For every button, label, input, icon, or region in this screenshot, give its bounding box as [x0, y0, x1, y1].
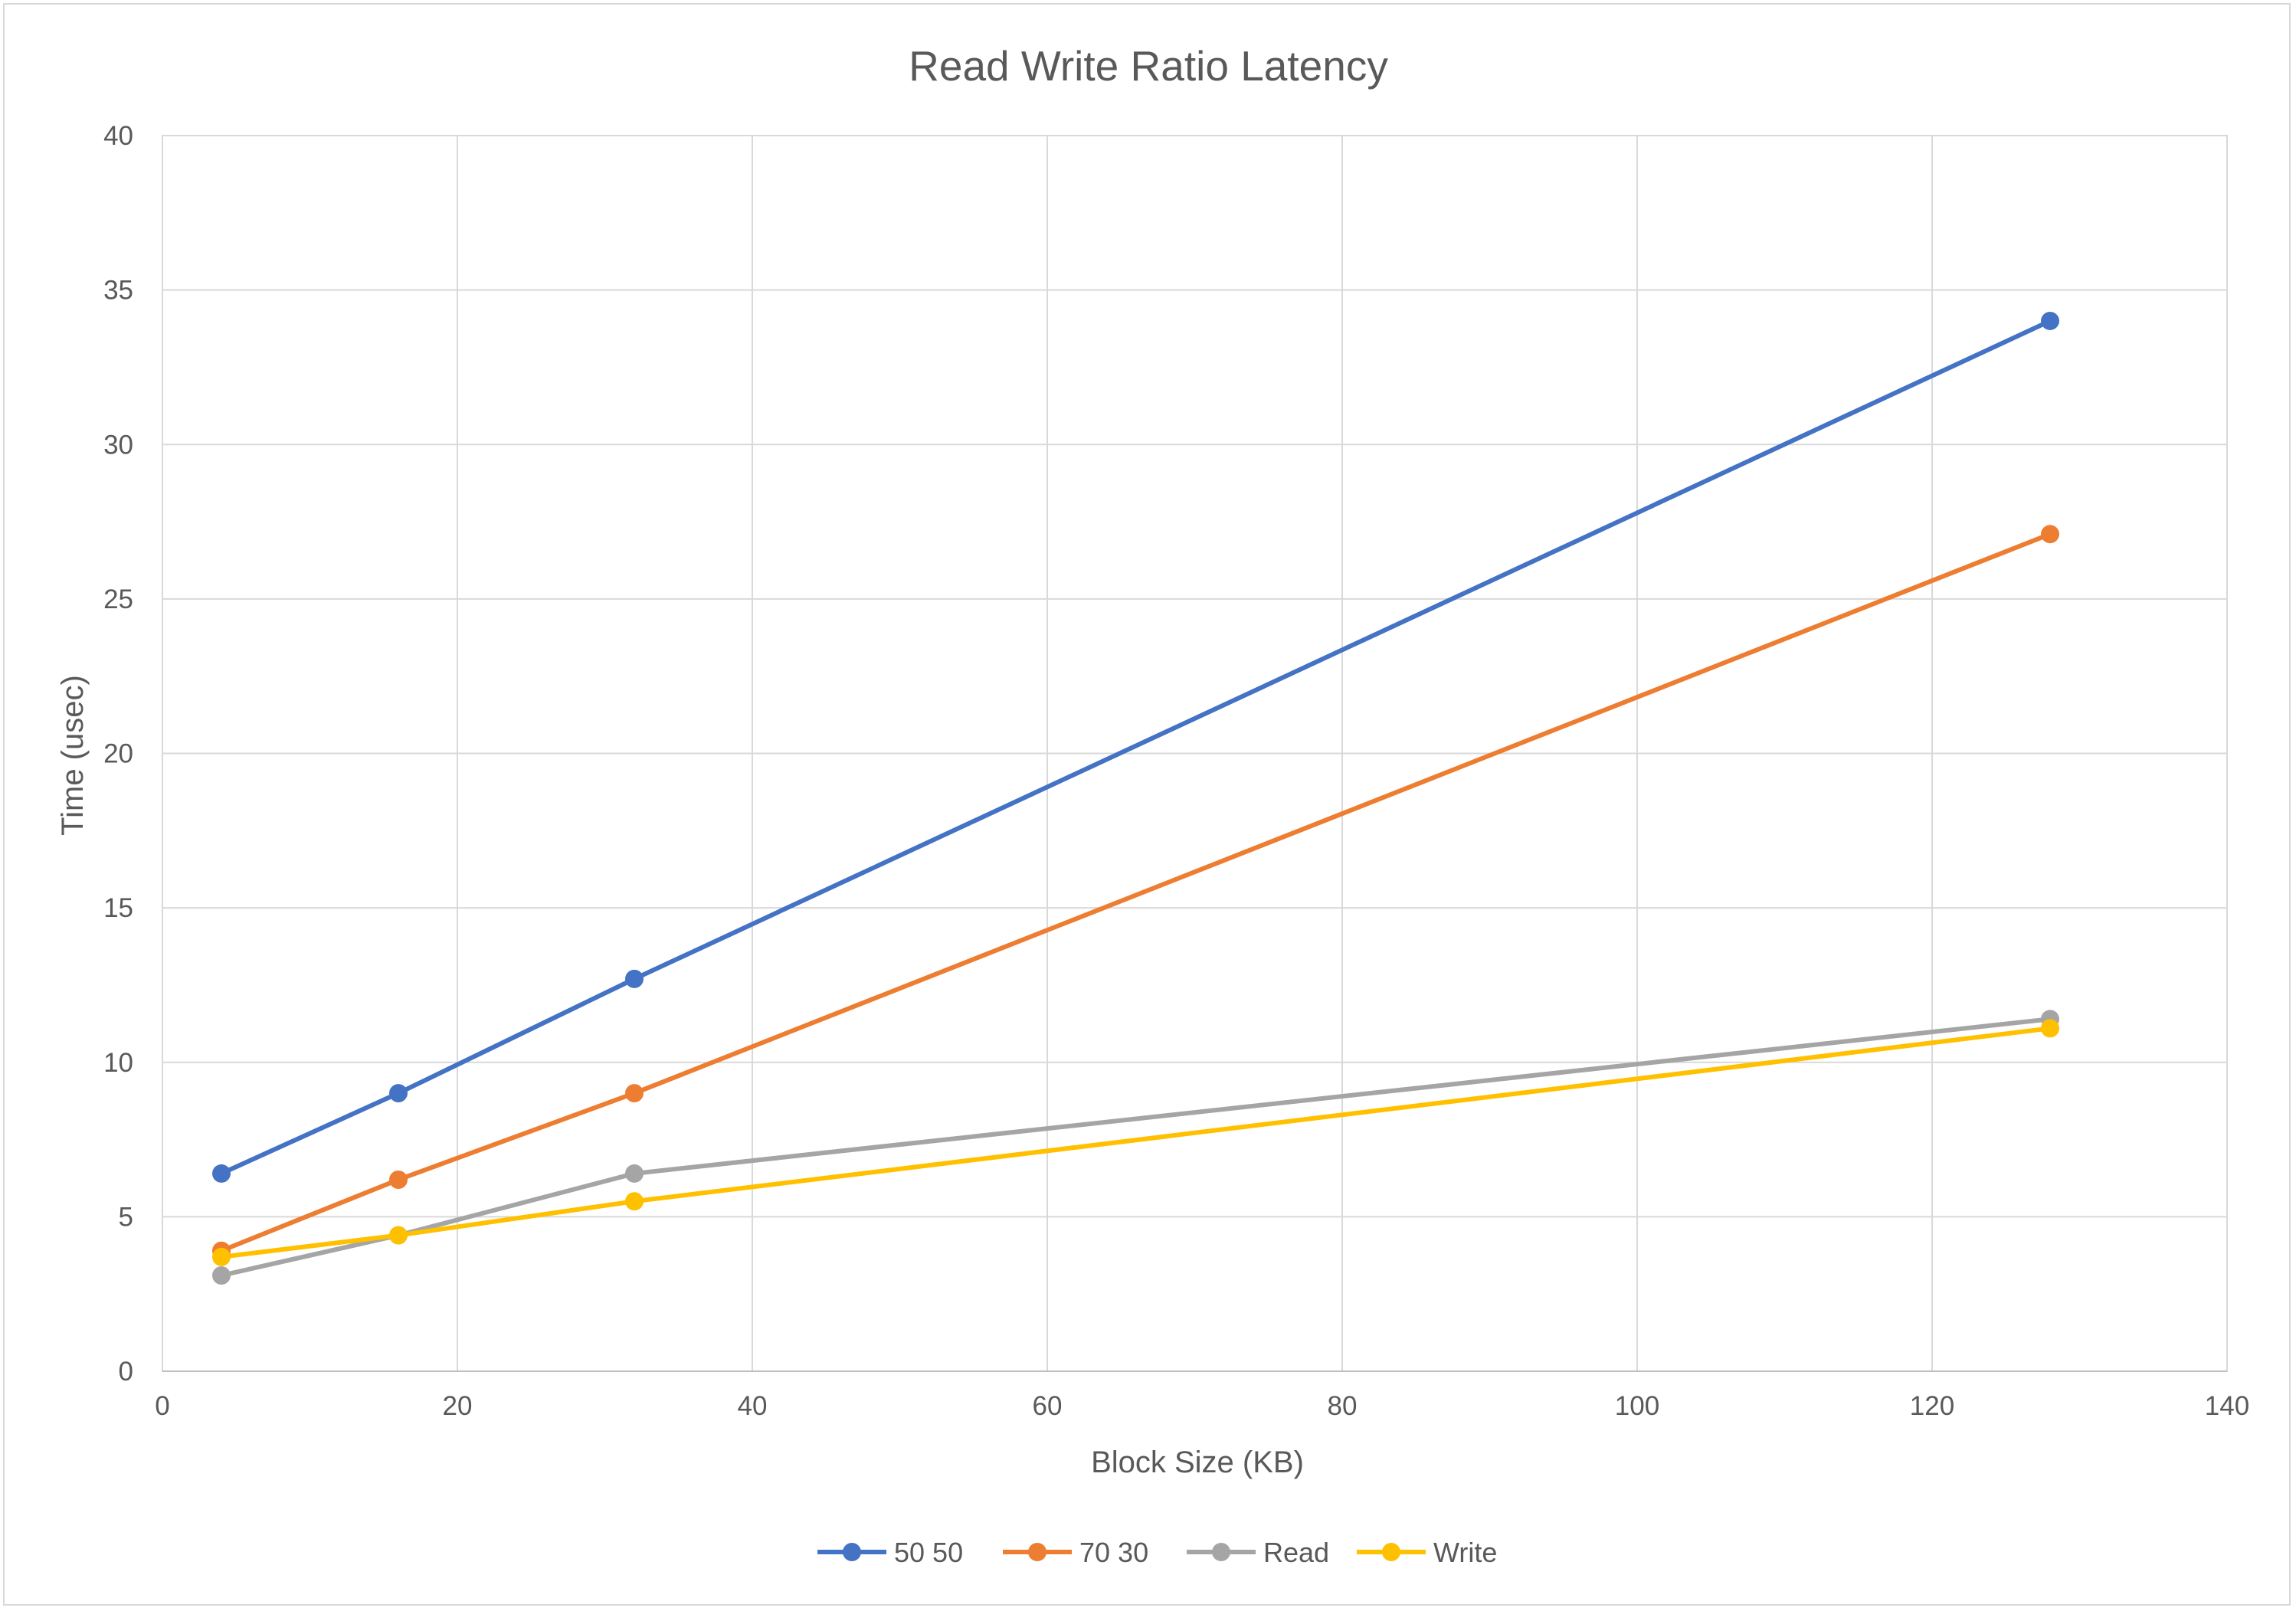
data-point-70-30	[625, 1084, 644, 1103]
series-50-50	[212, 311, 2059, 1183]
legend-swatch-marker	[1382, 1543, 1400, 1561]
y-tick-label: 0	[119, 1357, 133, 1387]
x-tick-label: 140	[2205, 1391, 2249, 1421]
data-point-read	[625, 1164, 644, 1183]
y-tick-label: 5	[119, 1202, 133, 1232]
data-point-50-50	[625, 969, 644, 988]
grid-layer	[162, 135, 2228, 1372]
series-line-read	[219, 1017, 2052, 1278]
data-point-write	[212, 1247, 231, 1266]
axis-layer: 0 5 10 15 20 25 30 35 40 0 20 40 60 80 100 120 140	[103, 121, 2249, 1421]
legend-label: 70 30	[1079, 1537, 1148, 1568]
x-tick-label: 60	[1033, 1391, 1063, 1421]
series-line-write	[219, 1026, 2052, 1259]
data-point-write	[389, 1226, 408, 1245]
data-point-50-50	[389, 1084, 408, 1103]
series-layer	[212, 311, 2059, 1285]
y-tick-label: 20	[103, 739, 133, 769]
legend-label: 50 50	[894, 1537, 963, 1568]
data-point-50-50	[2041, 311, 2059, 330]
legend-swatch-marker	[1212, 1543, 1230, 1561]
y-tick-label: 40	[103, 121, 133, 151]
x-tick-label: 20	[443, 1391, 473, 1421]
x-tick-label: 40	[738, 1391, 768, 1421]
data-point-50-50	[212, 1164, 231, 1183]
line-chart: Read Write Ratio Latency 0 5 10 15 20 25 30 35 4…	[56, 42, 2249, 1568]
x-tick-label: 80	[1328, 1391, 1358, 1421]
data-point-write	[2041, 1019, 2059, 1038]
y-tick-label: 15	[103, 893, 133, 923]
x-tick-label: 0	[155, 1391, 169, 1421]
y-tick-label: 35	[103, 276, 133, 306]
series-line-70-30	[219, 532, 2052, 1253]
series-write	[212, 1019, 2059, 1266]
legend-swatch-marker	[1028, 1543, 1046, 1561]
y-tick-label: 25	[103, 584, 133, 614]
legend-item-70-30: 70 30	[1003, 1537, 1148, 1568]
legend: 50 50 70 30 Read Write	[817, 1537, 1497, 1568]
y-axis-title: Time (usec)	[56, 675, 90, 836]
chart-frame: Read Write Ratio Latency 0 5 10 15 20 25 30 35 4…	[3, 3, 2291, 1606]
series-70-30	[212, 525, 2059, 1260]
data-point-read	[212, 1266, 231, 1285]
y-tick-label: 10	[103, 1048, 133, 1078]
x-axis-title: Block Size (KB)	[1091, 1446, 1304, 1479]
chart-title: Read Write Ratio Latency	[909, 42, 1388, 90]
legend-item-50-50: 50 50	[817, 1537, 963, 1568]
legend-swatch-marker	[843, 1543, 861, 1561]
series-line-50-50	[219, 318, 2052, 1176]
x-tick-label: 100	[1615, 1391, 1659, 1421]
legend-item-read: Read	[1187, 1537, 1329, 1568]
x-tick-label: 120	[1910, 1391, 1954, 1421]
legend-item-write: Write	[1357, 1537, 1497, 1568]
data-point-write	[625, 1192, 644, 1211]
data-point-70-30	[389, 1170, 408, 1189]
y-tick-label: 30	[103, 430, 133, 460]
data-point-70-30	[2041, 525, 2059, 544]
legend-label: Write	[1433, 1537, 1497, 1568]
legend-label: Read	[1263, 1537, 1329, 1568]
